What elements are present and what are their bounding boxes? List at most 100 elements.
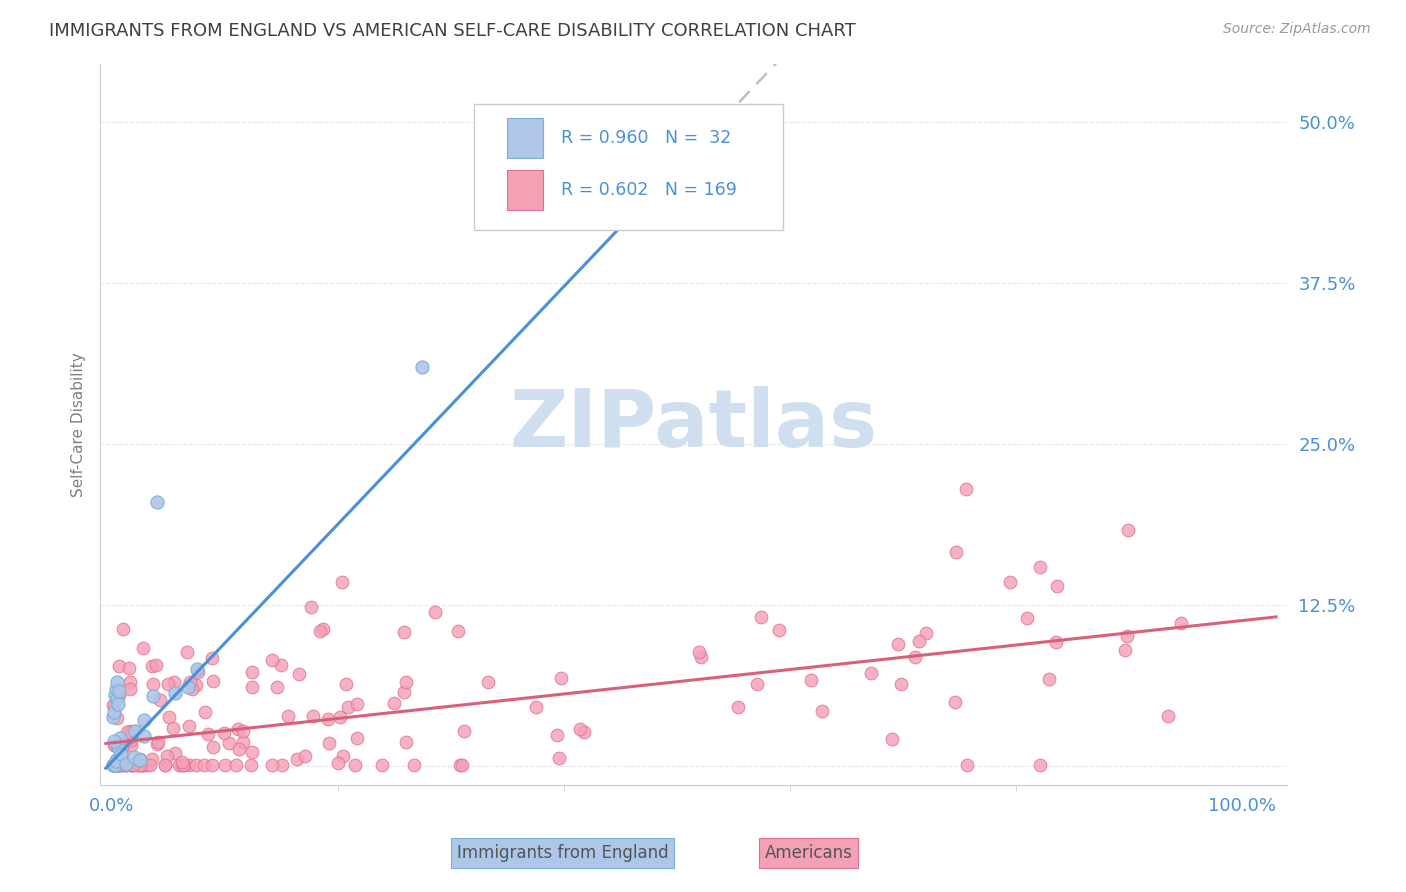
Point	[477, 675, 499, 690]
Point	[312, 622, 335, 636]
Point	[120, 733, 142, 747]
Point	[111, 740, 134, 755]
Point	[332, 748, 354, 763]
Point	[890, 677, 912, 691]
Point	[124, 723, 146, 738]
Point	[177, 719, 200, 733]
Point	[172, 757, 194, 772]
Point	[914, 626, 936, 640]
Point	[1029, 559, 1052, 574]
Point	[299, 600, 322, 615]
Point	[326, 756, 349, 770]
Point	[346, 731, 368, 745]
Point	[167, 757, 190, 772]
Point	[186, 662, 208, 676]
Point	[184, 757, 207, 772]
Point	[232, 723, 254, 738]
Point	[546, 728, 568, 742]
Point	[1116, 629, 1139, 643]
Point	[382, 696, 405, 710]
Point	[155, 757, 177, 772]
Point	[135, 757, 157, 772]
Point	[335, 677, 357, 691]
Point	[309, 624, 332, 638]
Point	[1038, 672, 1060, 686]
Point	[287, 667, 309, 681]
Point	[163, 675, 186, 690]
Point	[811, 704, 834, 718]
Point	[114, 757, 136, 772]
Point	[108, 684, 131, 698]
Text: Immigrants from England: Immigrants from England	[457, 844, 668, 862]
Point	[129, 752, 152, 766]
Point	[337, 699, 360, 714]
Point	[569, 722, 592, 736]
Point	[117, 728, 139, 742]
Point	[425, 606, 447, 620]
Point	[1015, 611, 1038, 625]
Point	[141, 659, 163, 673]
Point	[105, 738, 128, 752]
Point	[105, 756, 128, 771]
Point	[101, 757, 124, 772]
Point	[111, 747, 134, 762]
Point	[103, 734, 125, 748]
Point	[107, 757, 129, 772]
Point	[882, 731, 904, 746]
Point	[904, 649, 927, 664]
Point	[887, 637, 910, 651]
Point	[181, 682, 204, 697]
Point	[173, 757, 195, 772]
Point	[107, 757, 129, 772]
Point	[860, 666, 883, 681]
Point	[411, 359, 433, 374]
Point	[201, 757, 224, 772]
Point	[1114, 643, 1136, 657]
Point	[228, 742, 250, 756]
Text: Source: ZipAtlas.com: Source: ZipAtlas.com	[1223, 22, 1371, 37]
Text: Americans: Americans	[765, 844, 852, 862]
Point	[177, 681, 200, 695]
Point	[104, 753, 127, 767]
Point	[550, 671, 572, 685]
Point	[115, 757, 138, 772]
Point	[302, 708, 325, 723]
Point	[104, 757, 127, 772]
Point	[1118, 524, 1140, 538]
Point	[240, 745, 263, 759]
Point	[120, 738, 142, 752]
Point	[727, 700, 749, 714]
Point	[201, 740, 224, 755]
Point	[232, 735, 254, 749]
Point	[105, 757, 128, 772]
Point	[108, 731, 131, 746]
Point	[745, 677, 768, 691]
Point	[105, 739, 128, 753]
Point	[344, 757, 367, 772]
Point	[524, 699, 547, 714]
Point	[943, 694, 966, 708]
Point	[120, 757, 142, 772]
Point	[163, 686, 186, 700]
Point	[201, 651, 224, 665]
Point	[165, 746, 187, 760]
Point	[285, 752, 308, 766]
Point	[394, 625, 416, 640]
Point	[202, 673, 225, 688]
FancyBboxPatch shape	[474, 103, 783, 230]
Point	[572, 725, 595, 739]
Point	[110, 757, 132, 772]
Point	[142, 677, 165, 691]
Point	[346, 698, 368, 712]
Point	[103, 705, 125, 719]
Point	[104, 757, 127, 772]
Point	[170, 757, 193, 772]
Point	[316, 712, 339, 726]
Point	[101, 698, 124, 712]
Point	[749, 609, 772, 624]
Point	[688, 645, 710, 659]
Point	[945, 545, 967, 559]
Point	[124, 724, 146, 739]
Point	[103, 739, 125, 753]
Point	[242, 665, 264, 679]
